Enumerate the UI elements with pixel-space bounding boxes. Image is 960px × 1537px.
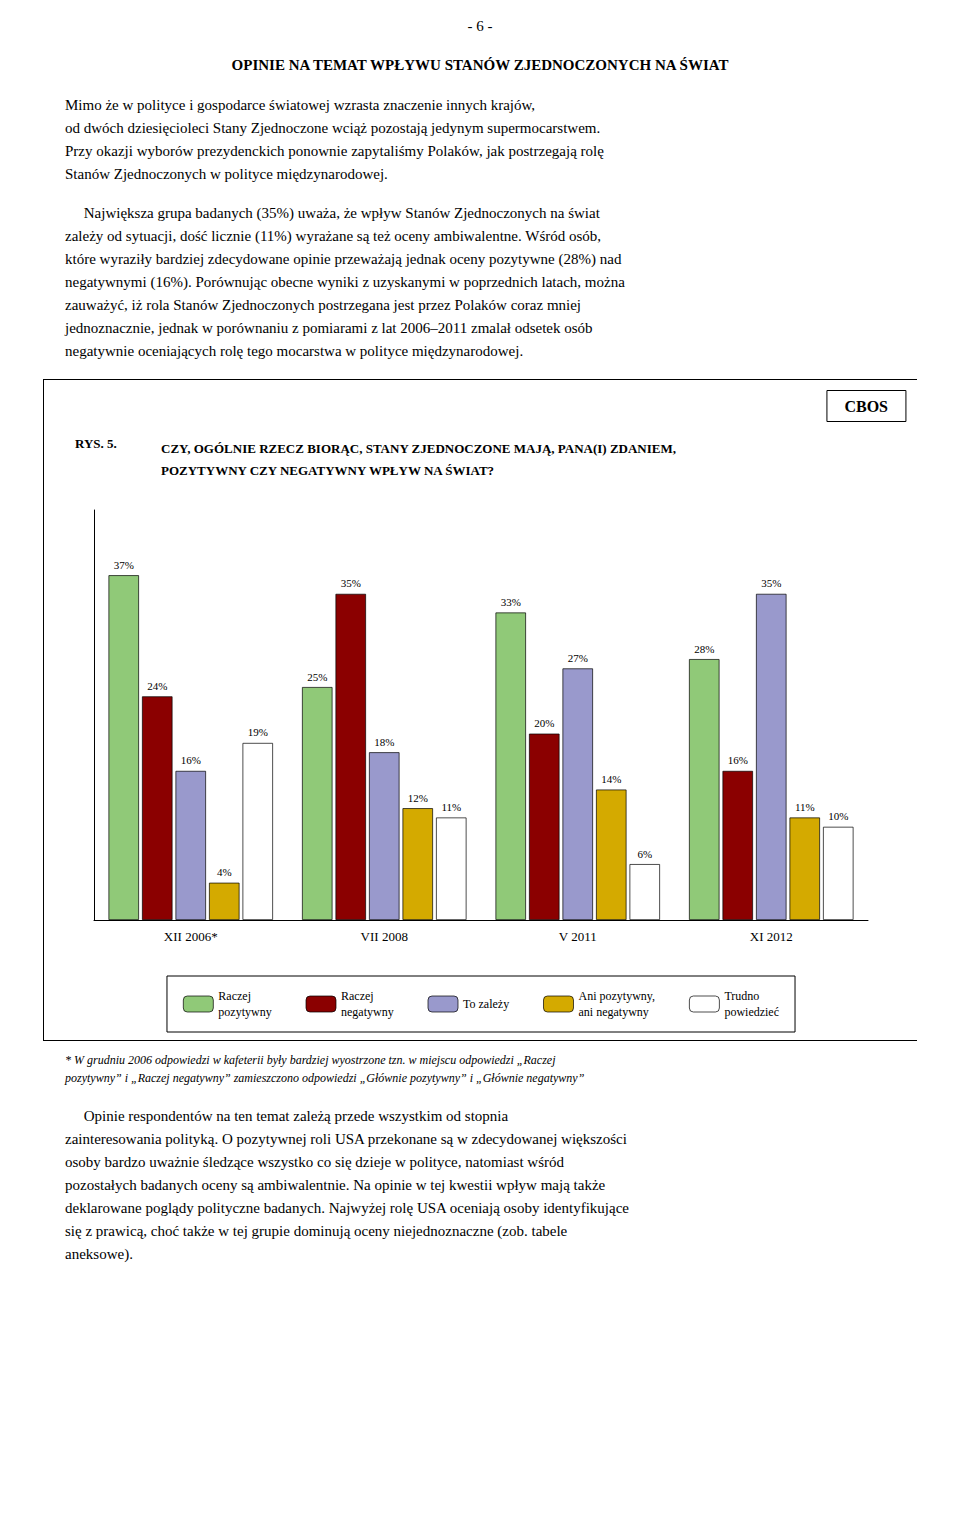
html-text:zainteresowania polityką. O po: zainteresowania polityką. O pozytywnej r…: [65, 1131, 627, 1147]
svg-text:19%: 19%: [248, 726, 268, 738]
svg-text:10%: 10%: [828, 810, 848, 822]
svg-text:CBOS: CBOS: [844, 398, 888, 415]
html-text:osoby bardzo uważnie śledzące: osoby bardzo uważnie śledzące wszystko c…: [65, 1154, 564, 1170]
svg-text:VII 2008: VII 2008: [361, 929, 408, 944]
svg-text:35%: 35%: [761, 577, 781, 589]
svg-text:pozytywny: pozytywny: [218, 1005, 271, 1019]
svg-text:16%: 16%: [181, 754, 201, 766]
html-text:negatywnie oceniających rolę t: negatywnie oceniających rolę tego mocars…: [65, 343, 524, 359]
svg-text:25%: 25%: [307, 671, 327, 683]
html-text:Przy okazji wyborów prezydenck: Przy okazji wyborów prezydenckich ponown…: [65, 143, 604, 159]
html-text:od dwóch dziesięcioleci Stany: od dwóch dziesięcioleci Stany Zjednoczon…: [65, 120, 601, 136]
html-text:zauważyć, iż rola Stanów Zjedn: zauważyć, iż rola Stanów Zjednoczonych p…: [65, 297, 581, 313]
svg-text:powiedzieć: powiedzieć: [724, 1005, 779, 1019]
html-text:* W grudniu 2006 odpowiedzi w: * W grudniu 2006 odpowiedzi w kafeterii …: [65, 1053, 556, 1067]
svg-text:18%: 18%: [374, 736, 394, 748]
html-text:OPINIE NA TEMAT WPŁYWU STANÓW: OPINIE NA TEMAT WPŁYWU STANÓW ZJEDNOCZON…: [231, 57, 729, 73]
svg-text:To zależy: To zależy: [463, 997, 509, 1011]
svg-text:16%: 16%: [728, 754, 748, 766]
svg-text:24%: 24%: [147, 680, 167, 692]
svg-text:Raczej: Raczej: [218, 989, 251, 1003]
svg-text:Raczej: Raczej: [341, 989, 374, 1003]
html-text:się z prawicą, choć także w te: się z prawicą, choć także w tej grupie d…: [65, 1223, 568, 1239]
html-text:- 6 -: - 6 -: [467, 18, 493, 34]
svg-text:RYS. 5.: RYS. 5.: [75, 436, 117, 451]
html-text:pozytywny” i „Raczej negatywny: pozytywny” i „Raczej negatywny” zamieszc…: [65, 1071, 585, 1085]
svg-text:35%: 35%: [341, 577, 361, 589]
svg-text:Trudno: Trudno: [724, 989, 759, 1003]
html-text:Stanów Zjednoczonych w polityc: Stanów Zjednoczonych w polityce międzyna…: [65, 166, 388, 182]
svg-text:27%: 27%: [568, 652, 588, 664]
svg-text:6%: 6%: [637, 848, 652, 860]
svg-text:4%: 4%: [217, 866, 232, 878]
svg-text:20%: 20%: [534, 717, 554, 729]
svg-text:XI 2012: XI 2012: [750, 929, 793, 944]
svg-text:XII 2006*: XII 2006*: [164, 929, 218, 944]
svg-text:28%: 28%: [694, 643, 714, 655]
html-text:Największa grupa badanych (35%: Największa grupa badanych (35%) uważa, ż…: [65, 205, 600, 221]
svg-text:11%: 11%: [441, 801, 461, 813]
svg-text:POZYTYWNY CZY NEGATYWNY WPŁYW: POZYTYWNY CZY NEGATYWNY WPŁYW NA ŚWIAT?: [161, 463, 494, 478]
svg-text:37%: 37%: [114, 559, 134, 571]
svg-text:14%: 14%: [601, 773, 621, 785]
html-text:Mimo że w polityce i gospodarc: Mimo że w polityce i gospodarce światowe…: [65, 97, 536, 113]
svg-text:12%: 12%: [408, 792, 428, 804]
svg-text:11%: 11%: [795, 801, 815, 813]
html-text:Opinie respondentów na ten tem: Opinie respondentów na ten temat zależą …: [65, 1108, 509, 1124]
html-text:pozostałych badanych oceny są: pozostałych badanych oceny są ambiwalent…: [65, 1177, 606, 1193]
html-text:deklarowane poglądy polityczne: deklarowane poglądy polityczne badanych.…: [65, 1200, 629, 1216]
svg-text:Ani pozytywny,: Ani pozytywny,: [578, 989, 655, 1003]
svg-text:CZY, OGÓLNIE RZECZ BIORĄC, STA: CZY, OGÓLNIE RZECZ BIORĄC, STANY ZJEDNOC…: [161, 441, 676, 456]
svg-text:ani negatywny: ani negatywny: [578, 1005, 648, 1019]
html-text:które wyraziły bardziej zdecyd: które wyraziły bardziej zdecydowane opin…: [65, 251, 622, 267]
html-text:negatywnymi (16%). Porównując: negatywnymi (16%). Porównując obecne wyn…: [65, 274, 625, 290]
svg-text:negatywny: negatywny: [341, 1005, 394, 1019]
html-text:aneksowe).: aneksowe).: [65, 1246, 133, 1262]
svg-text:33%: 33%: [501, 596, 521, 608]
html-text:zależy od sytuacji, dość liczn: zależy od sytuacji, dość licznie (11%) w…: [65, 228, 601, 244]
svg-text:V 2011: V 2011: [559, 929, 597, 944]
html-text:jednoznacznie, jednak w porówn: jednoznacznie, jednak w porównaniu z pom…: [65, 320, 593, 336]
